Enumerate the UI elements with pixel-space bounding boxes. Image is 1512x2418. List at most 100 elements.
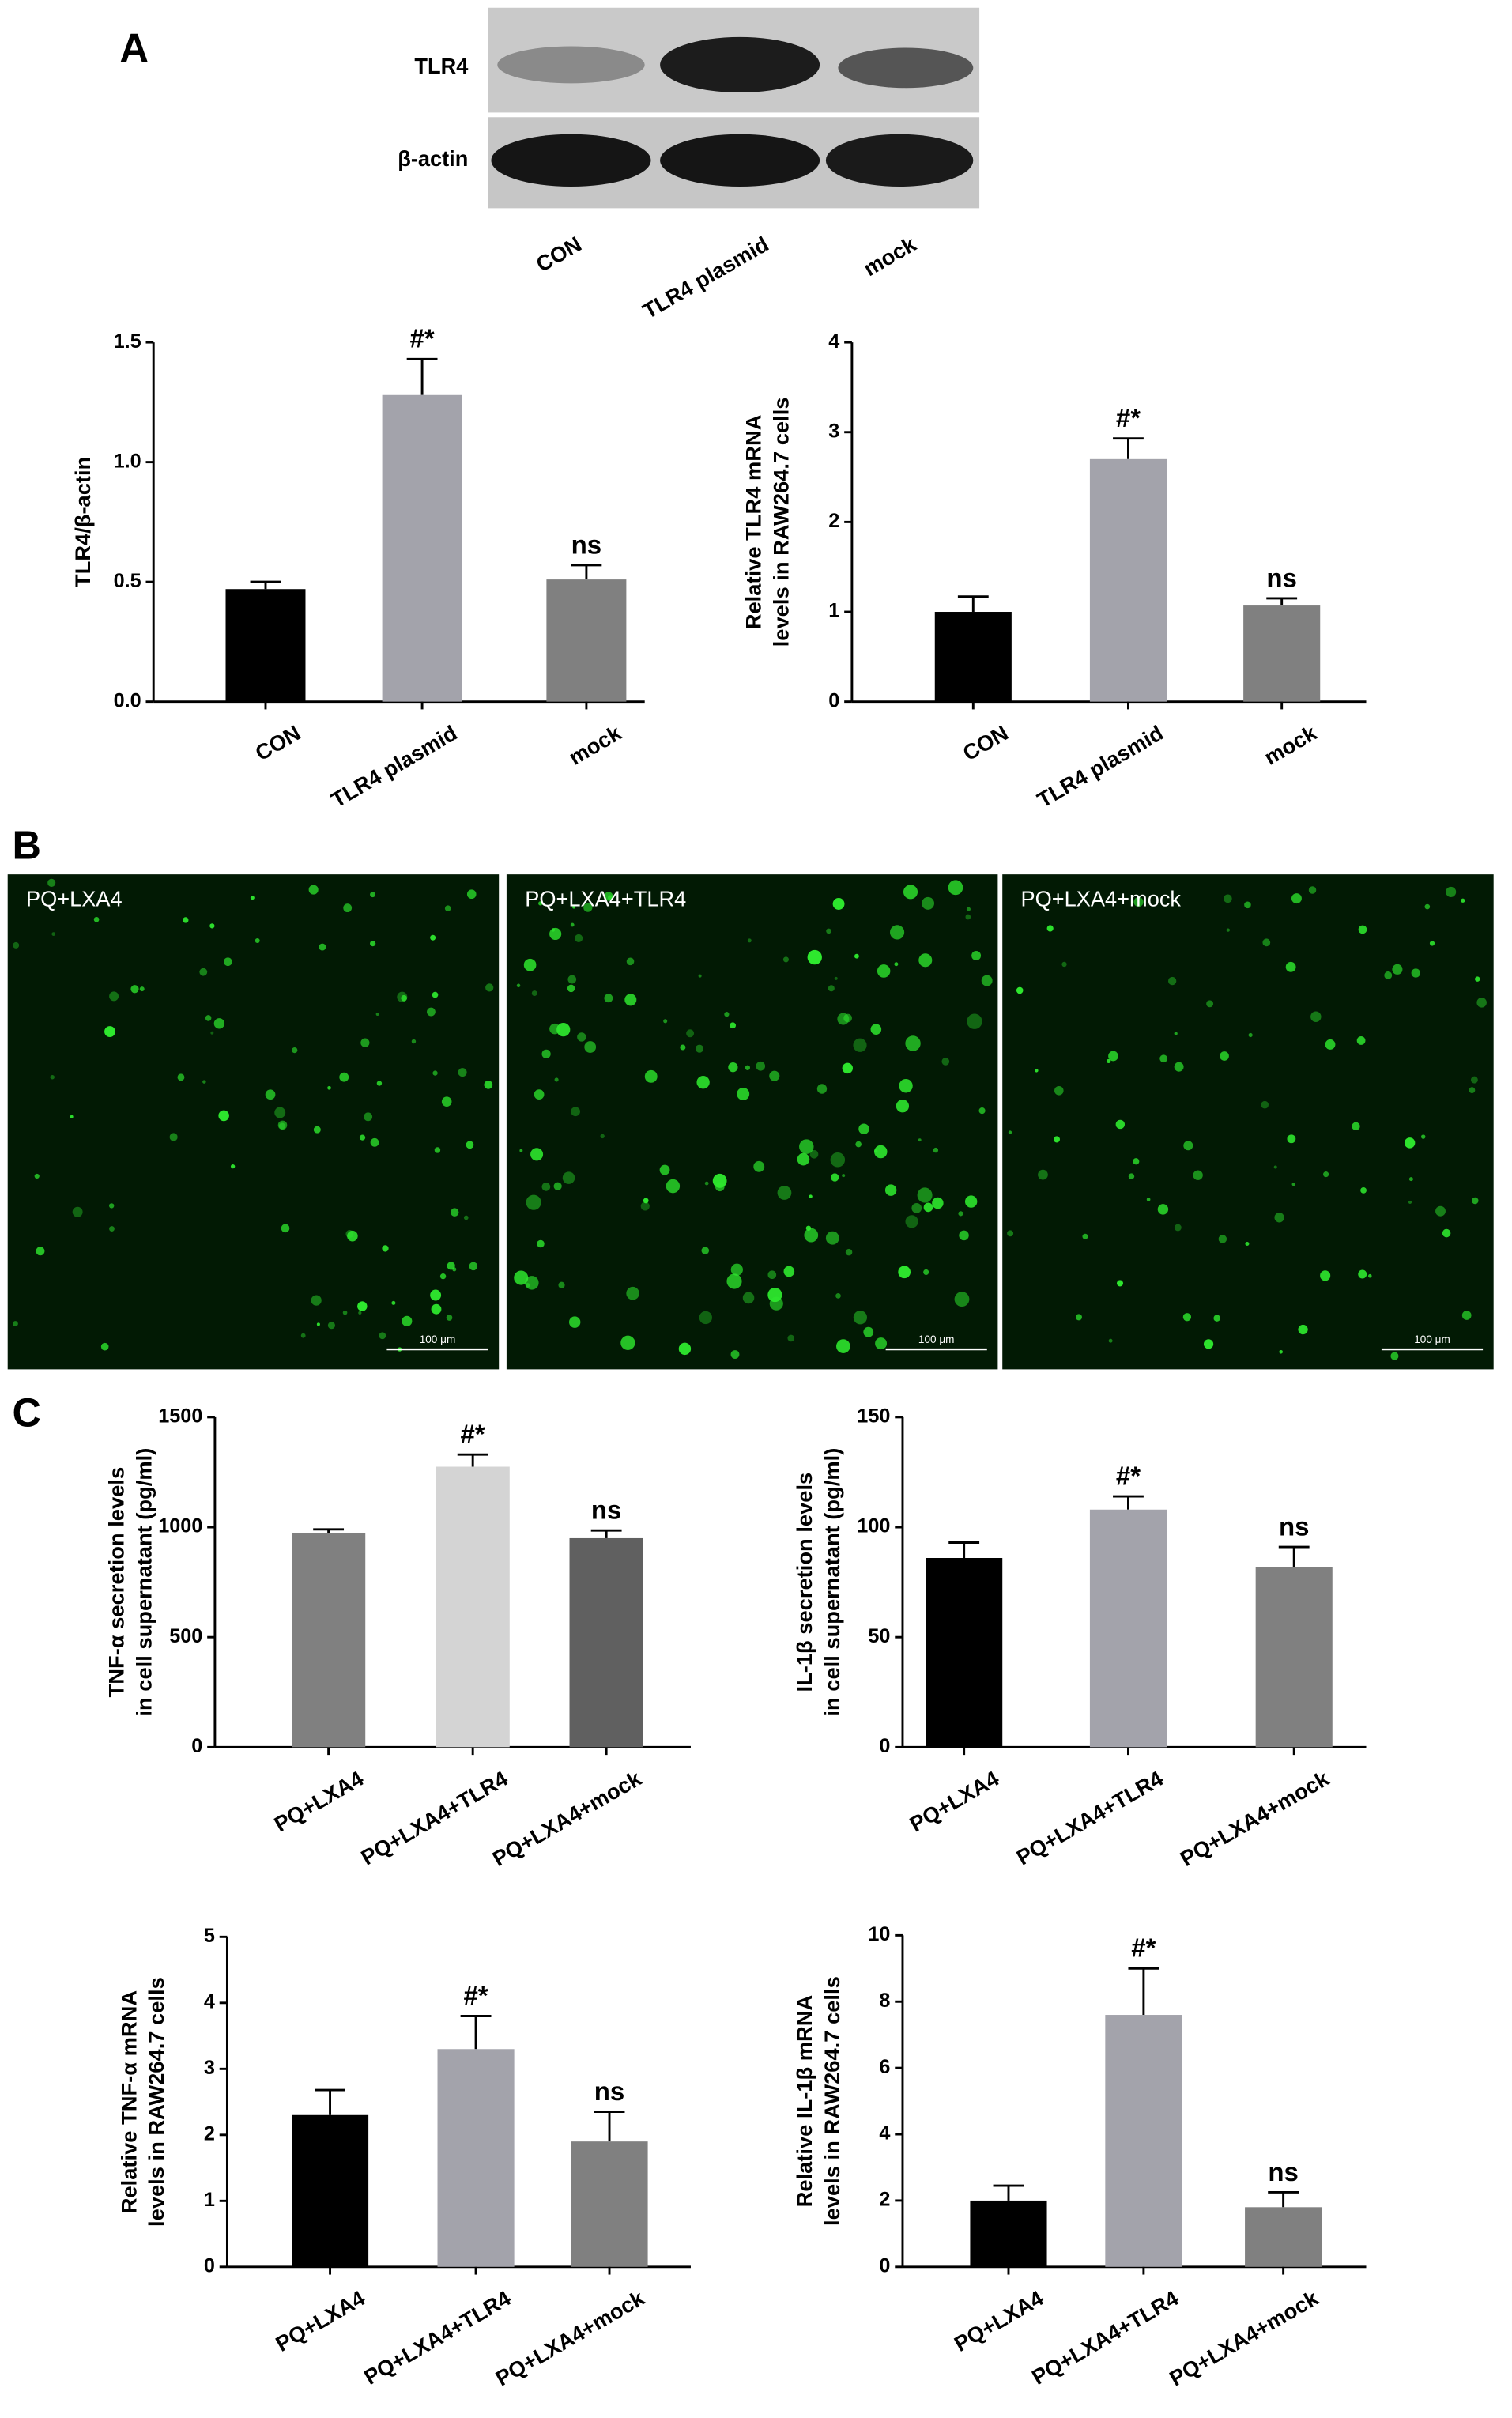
y-tick-label: 0 — [879, 2254, 890, 2277]
y-tick-label: 4 — [204, 1990, 215, 2012]
cell — [1358, 1269, 1367, 1279]
cell — [562, 1171, 575, 1184]
cell — [47, 878, 56, 887]
cell — [109, 991, 119, 1002]
cell — [558, 1281, 565, 1288]
cell — [686, 1029, 695, 1038]
y-axis-label: levels in RAW264.7 cells — [144, 1977, 168, 2227]
cell — [643, 1198, 649, 1204]
cell — [1244, 901, 1251, 909]
cell — [1325, 1039, 1336, 1050]
micrograph-label: PQ+LXA4 — [26, 886, 123, 911]
y-tick-label: 4 — [828, 330, 839, 353]
cell — [109, 1226, 115, 1232]
x-tick-label: PQ+LXA4+TLR4 — [1012, 1766, 1168, 1870]
y-tick-label: 6 — [879, 2056, 890, 2078]
cell — [572, 905, 576, 909]
cell — [530, 1148, 544, 1161]
cell — [463, 1215, 469, 1220]
annotation: #* — [1116, 404, 1141, 433]
cell — [376, 1081, 383, 1086]
y-axis-label: Relative IL-1β mRNA — [792, 1995, 816, 2208]
cell — [877, 964, 891, 978]
cell — [958, 1211, 963, 1217]
panel-label: A — [119, 25, 148, 70]
cell — [832, 898, 845, 910]
cell — [898, 1266, 911, 1279]
cell — [855, 1141, 862, 1148]
cell — [826, 928, 831, 934]
cell — [695, 1044, 704, 1053]
cell — [1429, 941, 1435, 946]
cell — [981, 975, 993, 986]
cell — [541, 1049, 551, 1059]
cell — [1298, 1324, 1308, 1335]
cell — [169, 1133, 178, 1141]
cell — [432, 991, 439, 998]
cell — [514, 1270, 529, 1285]
cell — [1273, 1165, 1277, 1169]
blot-band — [491, 134, 651, 187]
cell — [202, 1080, 206, 1084]
annotation: #* — [461, 1420, 485, 1449]
cell — [1392, 964, 1403, 975]
cell — [1472, 1197, 1479, 1205]
y-tick-label: 150 — [857, 1405, 890, 1428]
cell — [391, 1300, 396, 1305]
cell — [375, 1013, 379, 1017]
cell — [701, 1247, 710, 1254]
cell — [34, 1173, 40, 1179]
y-tick-label: 8 — [879, 1990, 890, 2012]
annotation: ns — [1266, 564, 1297, 593]
cell — [1182, 1313, 1192, 1322]
cell — [1133, 1158, 1140, 1165]
cell — [787, 1334, 795, 1342]
cell — [1245, 1241, 1250, 1246]
cell — [922, 896, 934, 910]
bar — [382, 394, 462, 702]
cell — [531, 990, 537, 997]
cell — [50, 1075, 55, 1080]
cell — [903, 885, 918, 900]
cell — [36, 1247, 45, 1256]
cell — [567, 984, 575, 993]
blot-lane-label: TLR4 plasmid — [639, 232, 773, 323]
cell — [523, 958, 537, 971]
cell — [370, 1137, 379, 1147]
cell — [1279, 1349, 1283, 1354]
cell — [905, 1035, 921, 1051]
cell — [250, 896, 255, 900]
cell — [218, 1110, 229, 1122]
cell — [1075, 1314, 1082, 1321]
cell — [360, 1038, 370, 1047]
cell — [411, 1039, 417, 1044]
cell — [100, 1342, 109, 1351]
cell — [799, 1139, 814, 1154]
y-tick-label: 3 — [204, 2057, 215, 2079]
cell — [370, 940, 376, 947]
cell — [899, 1079, 913, 1093]
cell — [870, 1024, 882, 1035]
cell — [644, 1069, 658, 1083]
cell — [680, 1044, 686, 1051]
cell — [730, 1263, 743, 1276]
cell — [1424, 903, 1431, 910]
cell — [342, 1310, 348, 1315]
cell — [343, 903, 353, 913]
cell — [1082, 1233, 1088, 1239]
cell — [663, 1019, 668, 1024]
cell — [831, 1173, 839, 1182]
micrograph-label: PQ+LXA4+TLR4 — [525, 886, 686, 911]
y-tick-label: 1000 — [158, 1515, 202, 1537]
cell — [608, 895, 613, 900]
cell — [948, 880, 963, 896]
cell — [894, 962, 899, 967]
x-tick-label: PQ+LXA4+TLR4 — [360, 2285, 515, 2390]
micrograph — [506, 874, 998, 1370]
panel-label: B — [13, 822, 41, 867]
cell — [319, 943, 326, 951]
cell — [1108, 1051, 1118, 1062]
cell — [308, 885, 319, 895]
cell — [292, 1047, 298, 1054]
